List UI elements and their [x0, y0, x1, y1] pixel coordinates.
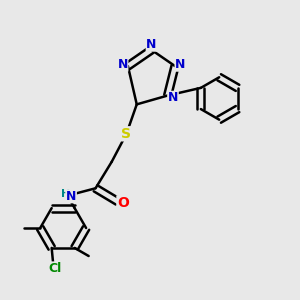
Text: H: H [61, 189, 71, 199]
Text: N: N [168, 92, 178, 104]
Text: Cl: Cl [48, 262, 61, 275]
Text: N: N [146, 38, 157, 51]
Text: N: N [117, 58, 128, 71]
Text: N: N [175, 58, 185, 71]
Text: O: O [117, 196, 129, 210]
Text: N: N [66, 190, 76, 203]
Text: S: S [122, 127, 131, 141]
